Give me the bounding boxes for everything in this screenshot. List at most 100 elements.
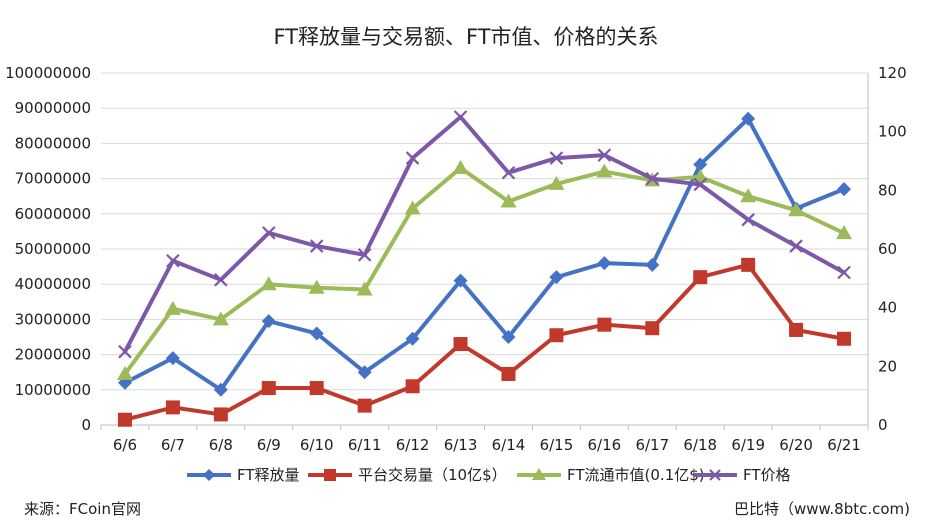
data-point (500, 193, 517, 208)
legend-marker (709, 469, 721, 481)
data-point (837, 331, 852, 346)
x-tick-label: 6/18 (683, 436, 717, 454)
x-tick-label: 6/8 (209, 436, 233, 454)
series-line (122, 116, 847, 392)
legend-item: FT价格 (693, 466, 791, 484)
data-point (740, 188, 757, 203)
data-point (309, 239, 324, 253)
source-note: 来源：FCoin官网 (24, 500, 141, 518)
data-point (357, 398, 372, 413)
data-point (405, 151, 420, 165)
legend-label: FT释放量 (237, 466, 300, 484)
marker-stroke (309, 239, 324, 253)
series-line (122, 166, 847, 376)
data-point (261, 381, 276, 396)
data-point (741, 111, 756, 126)
series-4 (118, 110, 851, 359)
x-tick-label: 6/14 (492, 436, 526, 454)
x-tick-label: 6/19 (731, 436, 765, 454)
legend-label: FT价格 (743, 466, 791, 484)
right-tick-label: 0 (878, 416, 888, 434)
data-point (356, 281, 373, 296)
left-tick-label: 80000000 (15, 134, 91, 152)
marker-stroke (501, 165, 516, 180)
legend-marker (532, 468, 546, 480)
data-point (501, 165, 516, 180)
marker-stroke (453, 110, 468, 124)
right-tick-label: 100 (878, 123, 907, 141)
data-point (549, 328, 564, 343)
series-line (122, 115, 847, 354)
data-point (309, 326, 324, 341)
data-point (597, 148, 612, 162)
marker-stroke (693, 177, 707, 192)
data-point (597, 317, 612, 332)
left-tick-label: 50000000 (15, 240, 91, 258)
marker-stroke (166, 253, 180, 268)
x-tick-label: 6/10 (300, 436, 334, 454)
x-tick-label: 6/20 (779, 436, 813, 454)
data-point (166, 253, 180, 268)
data-point (212, 311, 229, 326)
left-tick-label: 30000000 (15, 310, 91, 328)
data-point (645, 321, 660, 336)
right-tick-label: 80 (878, 181, 897, 199)
legend: FT释放量 平台交易量（10亿$） FT流通市值(0.1亿$) FT价格 (187, 466, 791, 484)
data-point (214, 273, 228, 287)
data-point (453, 337, 468, 352)
data-point (213, 382, 228, 397)
marker-stroke (405, 151, 420, 165)
right-tick-label: 40 (878, 299, 897, 317)
x-tick-label: 6/16 (588, 436, 622, 454)
left-tick-label: 0 (81, 416, 91, 434)
left-tick-label: 60000000 (15, 205, 91, 223)
marker-stroke (214, 273, 228, 287)
right-tick-label: 60 (878, 240, 897, 258)
legend-marker (324, 469, 336, 481)
data-point (165, 400, 180, 415)
data-point (645, 171, 660, 186)
legend-item: FT释放量 (187, 466, 300, 484)
data-point (789, 239, 803, 253)
data-point (789, 322, 804, 337)
x-tick-label: 6/9 (257, 436, 281, 454)
x-tick-label: 6/12 (396, 436, 430, 454)
legend-marker (203, 469, 215, 481)
marker-stroke (837, 265, 851, 280)
data-point (548, 175, 565, 190)
data-point (405, 331, 420, 346)
data-point (693, 270, 708, 285)
left-tick-label: 20000000 (15, 346, 91, 364)
chart-title: FT释放量与交易额、FT市值、价格的关系 (273, 25, 658, 49)
right-tick-label: 20 (878, 357, 897, 375)
data-point (501, 330, 516, 344)
data-point (357, 248, 372, 262)
data-point (118, 344, 132, 359)
credit-note: 巴比特（www.8btc.com) (734, 500, 910, 518)
x-tick-label: 6/13 (444, 436, 478, 454)
data-point (453, 273, 468, 288)
marker-stroke (262, 226, 276, 240)
data-point (165, 351, 180, 366)
data-point (309, 381, 324, 396)
data-point (741, 212, 755, 227)
x-tick-label: 6/11 (348, 436, 382, 454)
data-point (262, 226, 276, 240)
marker-stroke (549, 151, 564, 165)
data-point (788, 202, 805, 217)
data-point (597, 256, 612, 271)
legend-item: 平台交易量（10亿$） (308, 466, 507, 484)
series-2 (117, 257, 852, 427)
data-point (260, 276, 277, 291)
marker-stroke (741, 212, 755, 227)
left-tick-label: 90000000 (15, 99, 91, 117)
data-point (741, 257, 756, 272)
left-tick-label: 40000000 (15, 275, 91, 293)
data-point (308, 279, 325, 294)
data-point (693, 157, 708, 172)
data-point (836, 225, 853, 240)
data-point (837, 182, 852, 197)
data-point (453, 110, 468, 124)
legend-item: FT流通市值(0.1亿$) (517, 466, 705, 484)
